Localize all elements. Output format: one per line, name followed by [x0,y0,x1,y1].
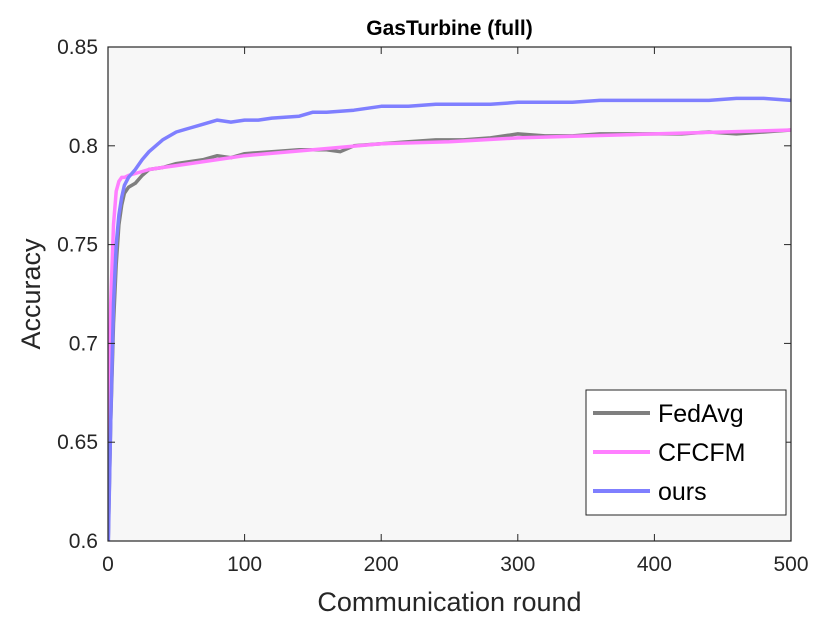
legend: FedAvg CFCFM ours [585,389,787,516]
series-line-ours [108,96,791,541]
x-tick-label: 0 [102,553,114,576]
legend-label-ours: ours [658,478,707,506]
series-layer [108,96,791,541]
y-tick-label: 0.7 [69,332,98,355]
x-tick-label: 500 [773,553,808,576]
plot-frame [107,46,792,542]
series-line-cfcfm [108,128,791,454]
x-axis: 0 100 200 300 400 500 [102,47,809,576]
y-axis: 0.6 0.65 0.7 0.75 0.8 0.85 [57,36,791,553]
x-tick-label: 400 [637,553,672,576]
y-tick-label: 0.75 [57,234,98,257]
x-axis-label: Communication round [317,587,581,617]
y-tick-label: 0.6 [69,530,98,553]
chart-title: GasTurbine (full) [366,17,532,40]
legend-label-cfcfm: CFCFM [658,439,745,467]
y-tick-label: 0.85 [57,36,98,59]
x-tick-label: 100 [227,553,262,576]
y-axis-label: Accuracy [16,238,46,350]
x-tick-label: 300 [500,553,535,576]
y-tick-label: 0.65 [57,431,98,454]
y-tick-label: 0.8 [69,135,98,158]
legend-label-fedavg: FedAvg [658,400,744,428]
x-tick-label: 200 [364,553,399,576]
